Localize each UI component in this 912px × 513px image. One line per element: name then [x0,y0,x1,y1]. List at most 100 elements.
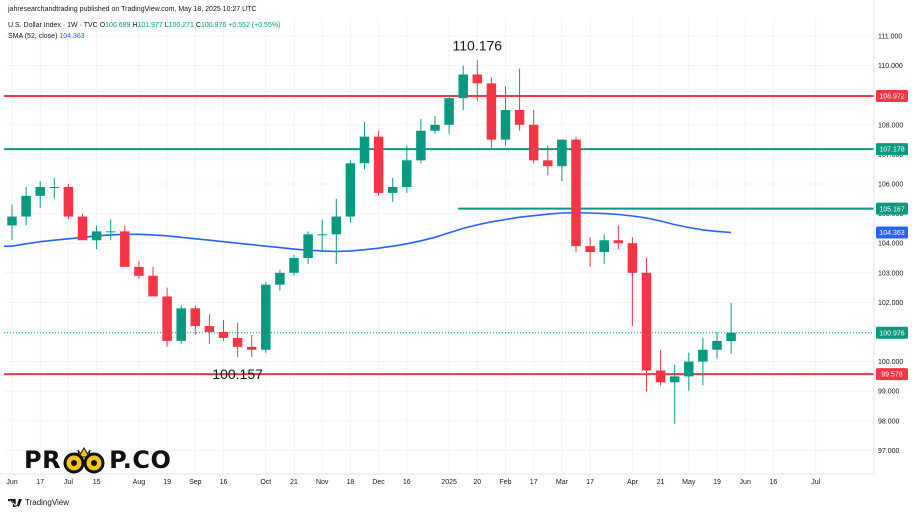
open-value: 100.689 [105,22,131,29]
candle-up [402,145,412,193]
time-tick-label: 15 [93,479,101,486]
candle-down [148,266,158,297]
candle-body [613,240,624,244]
indicator-title[interactable]: SMA (52, close) [8,33,58,40]
candle-up [430,115,440,134]
price-tick-label: 111.000 [878,34,902,41]
price-tick-label: 98.000 [878,418,900,425]
candle-body [105,231,116,233]
candle-body [387,186,398,193]
candle-body [458,74,468,99]
horizontal-levels [4,95,874,376]
candle-body [684,361,694,377]
candle-up [387,178,398,202]
candle-down [627,237,638,327]
candle-down [77,213,88,241]
candle-body [359,136,370,164]
candle-body [232,337,243,347]
candle-body [261,284,271,350]
time-tick-label: Jul [64,479,73,486]
candle-down [373,130,384,196]
candle-up [105,219,116,241]
candle-down [514,68,525,131]
candle-body [275,272,285,285]
axis-tag-text: 108.972 [879,94,904,101]
axis-tag-text: 105.167 [879,206,904,213]
candle-body [514,110,525,125]
price-tick-label: 110.000 [878,63,903,70]
candle-body [134,266,144,276]
tradingview-footer[interactable]: TradingView [8,498,69,507]
candle-body [599,240,609,253]
candle-up [684,352,694,392]
candle-up [345,160,356,223]
time-tick-label: Sep [189,479,202,486]
axis-tag-text: 99.578 [881,372,903,379]
time-tick-label: 19 [163,479,171,486]
candle-up [416,118,426,164]
axis-tag-text: 107.178 [879,147,904,154]
candle-up [712,332,722,359]
symbol-title[interactable]: U.S. Dollar Index · 1W · TVC [8,22,98,29]
axis-tag-text: 100.976 [879,330,904,337]
candle-up [669,364,680,424]
candle-body [571,139,581,247]
candle-down [486,77,497,149]
indicator-value: 104.363 [59,33,85,40]
time-tick-label: Apr [627,479,639,486]
brand-text-right: P.CO [109,446,172,474]
axis-tag-bg [876,368,908,381]
candle-body [402,160,412,187]
price-tick-label: 100.000 [878,359,903,366]
time-tick-label: 17 [586,479,594,486]
candle-body [317,234,327,236]
candle-up [698,337,708,386]
candle-body [77,216,88,241]
close-value: 100.976 [200,22,227,29]
candle-up [458,65,468,110]
time-tick-label: Dec [372,479,385,486]
time-tick-label: 16 [220,479,228,486]
low-value: 100.271 [168,22,194,29]
candle-body [627,243,638,273]
axis-tag-bg [876,326,908,339]
candle-body [63,186,74,217]
candle-body [218,332,229,338]
crown-eyes-icon [61,446,109,474]
axis-tag-bg [876,143,908,156]
high-label: H [132,22,138,29]
indicator-line: SMA (52, close) 104.363 [8,33,85,40]
candle-down [204,314,215,344]
axis-tag-text: 104.363 [879,230,904,237]
candle-up [275,269,285,291]
candle-up [317,219,327,253]
time-tick-label: 21 [290,479,298,486]
candle-body [698,349,708,362]
time-tick-label: 20 [473,479,481,486]
candle-body [204,326,215,332]
time-tick-label: Jun [740,479,751,486]
level-price-tag: 108.972 [876,90,908,103]
axis-price-labels: 108.972 107.178 105.167 99.578 104.363 100.97… [876,90,908,381]
tradingview-logo-icon [8,498,22,507]
axis-tag-bg [876,226,908,239]
candle-body [444,98,454,125]
time-tick-label: Aug [133,479,146,486]
time-tick-label: 2025 [441,479,457,486]
close-label: C [195,22,201,29]
candle-down [472,60,483,102]
candle-down [162,287,172,347]
candle-up [176,305,186,344]
time-tick-label: Oct [260,479,271,486]
candle-down [655,349,666,386]
price-tick-label: 99.000 [878,389,900,396]
candle-body [21,195,31,217]
candle-body [655,370,666,383]
price-tick-label: 102.000 [878,300,903,307]
time-tick-label: Feb [499,479,511,486]
price-tick-label: 103.000 [878,270,903,277]
candle-down [218,320,229,341]
last-price-tag: 100.976 [876,326,908,339]
candle-down [63,184,74,220]
